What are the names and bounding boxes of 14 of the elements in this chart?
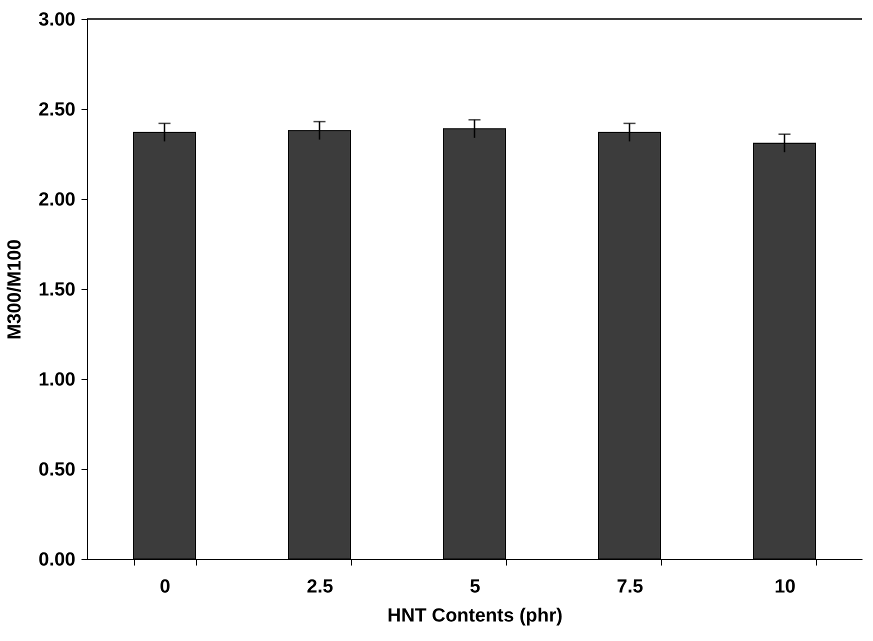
y-tick-label: 0.50 — [38, 460, 76, 480]
y-axis-title: M300/M100 — [4, 239, 26, 340]
y-tick-label: 3.00 — [38, 10, 76, 30]
x-tick-label: 5 — [470, 576, 481, 598]
y-tick-label: 1.00 — [38, 370, 76, 390]
y-tick-label: 1.50 — [38, 280, 76, 300]
y-tick-label: 0.00 — [38, 550, 76, 570]
x-tick-label: 10 — [774, 576, 796, 598]
y-tick-label: 2.00 — [38, 190, 76, 210]
x-tick-label: 2.5 — [306, 576, 334, 598]
y-tick-label: 2.50 — [38, 100, 76, 120]
x-tick-label: 7.5 — [616, 576, 644, 598]
x-axis-title: HNT Contents (phr) — [387, 606, 563, 626]
x-tick-label: 0 — [160, 576, 170, 598]
